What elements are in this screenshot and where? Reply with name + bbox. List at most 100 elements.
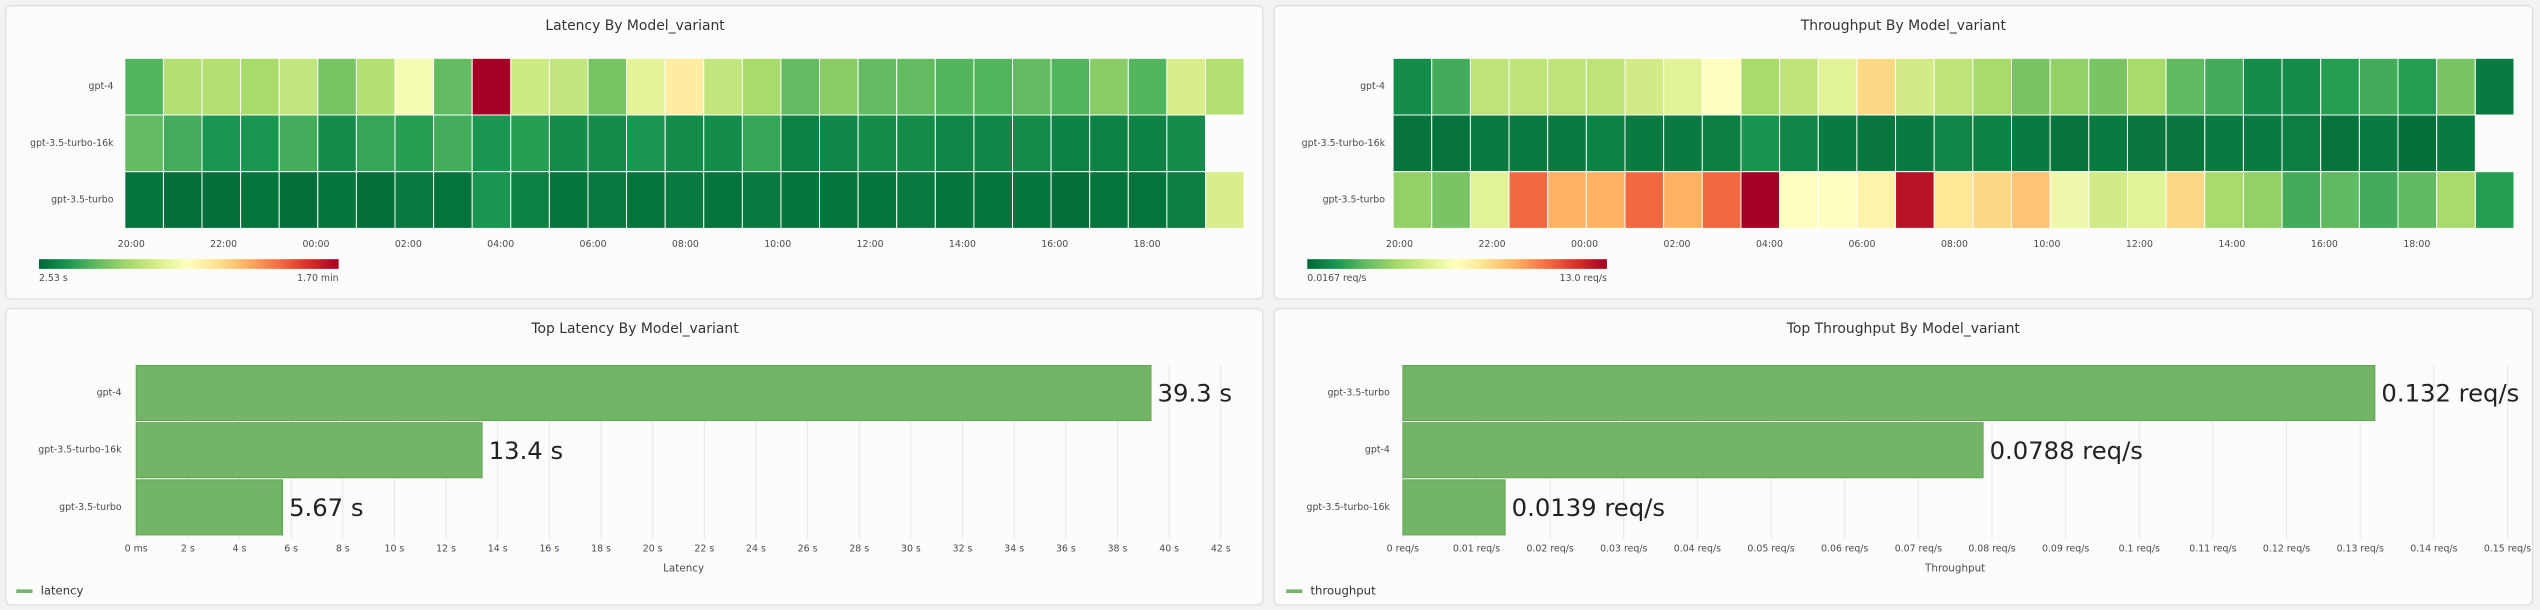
heatmap-cell: [1585, 114, 1626, 173]
heatmap-cell: [548, 114, 589, 173]
heatmap-cell: [896, 171, 936, 229]
value-label: 0.0788 req/s: [1990, 436, 2143, 465]
heatmap-cell: [1089, 171, 1129, 229]
heatmap-cell: [394, 171, 435, 229]
heatmap-cell: [1050, 114, 1091, 173]
heatmap-cell: [1933, 171, 1974, 229]
heatmap-cell: [394, 57, 435, 116]
heatmap-cell: [664, 171, 705, 229]
row-label: gpt-3.5-turbo: [1323, 195, 1386, 206]
heatmap-cell: [1585, 57, 1626, 116]
heatmap-cell: [1740, 57, 1781, 116]
x-tick-label: 38 s: [1108, 544, 1128, 555]
heatmap-cell: [1127, 57, 1168, 116]
chart-panel: Throughput By Model_variant gpt-4 gpt-3.5-…: [1302, 18, 2515, 284]
row-label: gpt-3.5-turbo: [59, 502, 122, 513]
heatmap-cell: [819, 114, 859, 173]
x-tick-label: 02:00: [1664, 239, 1691, 250]
row-label: gpt-4: [1365, 445, 1390, 456]
x-tick-label: 24 s: [746, 544, 766, 555]
heatmap-cell: [1127, 114, 1168, 173]
x-tick-label: 0.08 req/s: [1968, 544, 2015, 555]
heatmap-cell: [934, 57, 975, 116]
value-label: 13.4 s: [489, 436, 563, 465]
heatmap-cell: [1050, 171, 1091, 229]
heatmap-cell: [124, 114, 164, 173]
heatmap-cell: [394, 114, 435, 173]
value-label: 0.0139 req/s: [1512, 493, 1665, 522]
x-tick-label: 14 s: [488, 544, 508, 555]
heatmap-cell: [1166, 57, 1206, 116]
heatmap-cell: [1624, 114, 1665, 173]
x-tick-label: 0.03 req/s: [1600, 544, 1647, 555]
heatmap-cell: [1701, 114, 1742, 173]
x-tick-label: 6 s: [284, 544, 298, 555]
heatmap-cell: [1431, 171, 1471, 229]
heatmap-cell: [2436, 114, 2476, 173]
row-label: gpt-3.5-turbo-16k: [1302, 138, 1386, 149]
heatmap-cell: [433, 57, 473, 116]
heatmap-cell: [1972, 57, 2012, 116]
heatmap-cell: [1089, 57, 1129, 116]
heatmap-cell: [2397, 57, 2438, 116]
x-tick-label: 12 s: [436, 544, 456, 555]
row-label: gpt-3.5-turbo: [1327, 388, 1390, 399]
heatmap-cell: [1895, 114, 1935, 173]
heatmap-cell: [278, 114, 319, 173]
row-label: gpt-3.5-turbo-16k: [38, 445, 122, 456]
x-tick-label: 04:00: [487, 239, 514, 250]
heatmap-cell: [973, 57, 1014, 116]
x-tick-label: 22:00: [1479, 239, 1506, 250]
heatmap-cell: [587, 171, 628, 229]
value-label: 5.67 s: [289, 493, 363, 522]
x-tick-label: 14:00: [2218, 239, 2245, 250]
x-tick-label: 0 ms: [125, 544, 148, 555]
x-tick-label: 0.01 req/s: [1453, 544, 1500, 555]
value-label: 39.3 s: [1158, 379, 1232, 408]
heatmap-cell: [1856, 171, 1897, 229]
heatmap-cell: [2126, 114, 2167, 173]
heatmap-cell: [587, 114, 628, 173]
heatmap-cell: [1508, 171, 1549, 229]
x-tick-label: 16 s: [539, 544, 559, 555]
heatmap-cell: [780, 57, 821, 116]
heatmap-cell: [2242, 57, 2283, 116]
bar: [135, 422, 483, 479]
heatmap-cell: [1933, 114, 1974, 173]
heatmap-cell: [1740, 114, 1781, 173]
x-tick-label: 2 s: [181, 544, 195, 555]
row-label: gpt-3.5-turbo-16k: [1307, 502, 1391, 513]
x-tick-label: 12:00: [857, 239, 884, 250]
heatmap-cell: [626, 171, 666, 229]
x-tick-label: 00:00: [1571, 239, 1598, 250]
row-label: gpt-3.5-turbo-16k: [30, 138, 114, 149]
heatmap-cell: [240, 57, 280, 116]
heatmap-cell: [2011, 57, 2051, 116]
heatmap-cell: [201, 114, 242, 173]
heatmap-cell: [1469, 57, 1510, 116]
chart-title: Latency By Model_variant: [545, 18, 725, 34]
heatmap-cell: [896, 57, 936, 116]
heatmap-cell: [2320, 171, 2360, 229]
heatmap-cell: [201, 57, 242, 116]
row-label: gpt-4: [97, 388, 122, 399]
heatmap-cell: [1012, 114, 1052, 173]
x-tick-label: 14:00: [949, 239, 976, 250]
chart-title: Top Latency By Model_variant: [530, 321, 739, 337]
heatmap-cell: [1624, 57, 1665, 116]
heatmap-cell: [433, 171, 473, 229]
heatmap-cell: [1856, 57, 1897, 116]
legend-label: latency: [41, 584, 84, 598]
heatmap-cell: [2088, 114, 2128, 173]
x-tick-label: 22:00: [210, 239, 237, 250]
heatmap-cell: [1012, 57, 1052, 116]
x-tick-label: 32 s: [953, 544, 973, 555]
heatmap-cell: [317, 171, 357, 229]
heatmap-cell: [2049, 171, 2090, 229]
heatmap-cell: [626, 114, 666, 173]
bar: [135, 479, 284, 536]
heatmap-cell: [471, 57, 512, 116]
color-scale: [38, 259, 339, 269]
x-tick-label: 0.02 req/s: [1526, 544, 1573, 555]
